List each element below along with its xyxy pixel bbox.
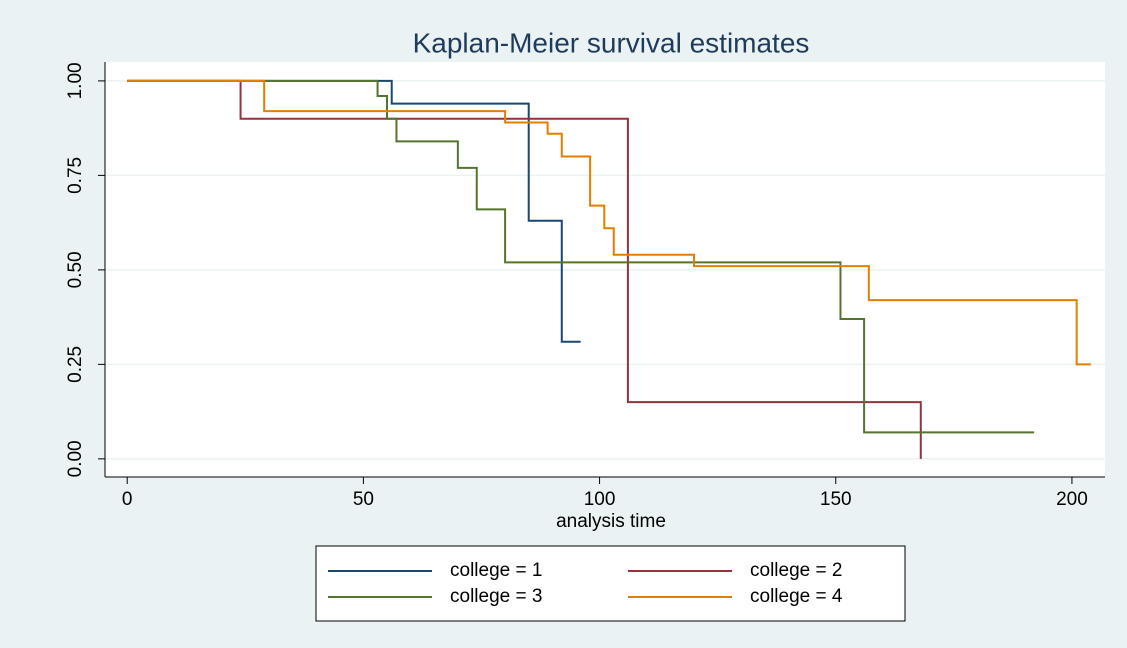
km-curve: [127, 79, 581, 343]
chart-title: Kaplan-Meier survival estimates: [413, 27, 810, 58]
x-tick-label: 150: [820, 489, 852, 510]
legend: [315, 545, 906, 622]
legend-label: college = 2: [750, 560, 842, 581]
x-tick-label: 0: [122, 489, 133, 510]
km-curve: [127, 79, 1091, 366]
legend-label: college = 3: [450, 586, 542, 607]
km-curve: [127, 79, 1035, 434]
legend-label: college = 4: [750, 586, 843, 607]
y-tick-label: 0.75: [65, 157, 86, 194]
y-tick-label: 1.00: [65, 62, 86, 99]
x-tick-label: 50: [353, 489, 374, 510]
y-tick-label: 0.50: [65, 251, 86, 288]
y-tick-label: 0.00: [65, 440, 86, 477]
x-tick-label: 200: [1056, 489, 1088, 510]
x-axis-title: analysis time: [556, 511, 666, 532]
legend-label: college = 1: [450, 560, 542, 581]
x-tick-label: 100: [584, 489, 616, 510]
y-tick-label: 0.25: [65, 346, 86, 383]
